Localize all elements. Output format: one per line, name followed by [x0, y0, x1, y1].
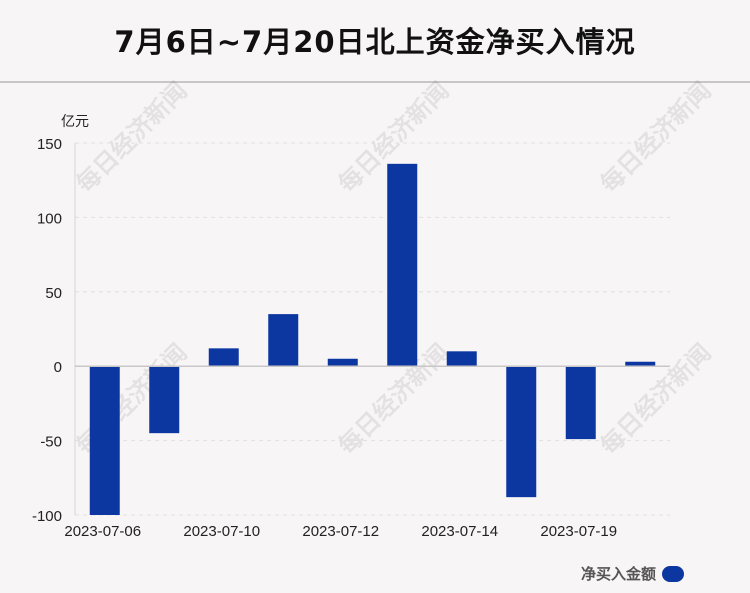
- y-tick-label: 100: [37, 210, 62, 227]
- legend-label: 净买入金额: [580, 565, 656, 583]
- bar: [149, 366, 180, 434]
- y-tick-label: -100: [32, 508, 62, 525]
- title-divider: [0, 81, 750, 83]
- legend-swatch: [662, 565, 684, 582]
- x-tick-label: 2023-07-19: [540, 523, 617, 540]
- bar: [327, 358, 358, 367]
- x-tick-label: 2023-07-14: [421, 523, 498, 540]
- legend: 净买入金额: [581, 563, 684, 584]
- bar: [565, 366, 596, 440]
- bar: [89, 366, 120, 515]
- y-tick-label: 0: [54, 359, 62, 376]
- bar: [208, 348, 239, 367]
- bar: [446, 351, 477, 367]
- x-tick-label: 2023-07-06: [64, 523, 141, 540]
- y-tick-label: 50: [45, 285, 62, 302]
- y-tick-label: -50: [40, 434, 62, 451]
- chart-title: 7月6日~7月20日北上资金净买入情况: [114, 25, 636, 59]
- bar: [506, 366, 537, 498]
- y-tick-label: 150: [37, 136, 62, 153]
- bar: [268, 314, 299, 367]
- x-tick-label: 2023-07-12: [302, 523, 379, 540]
- bar: [387, 163, 418, 367]
- bar: [625, 361, 656, 367]
- x-tick-label: 2023-07-10: [183, 523, 260, 540]
- y-axis-label: 亿元: [61, 114, 89, 130]
